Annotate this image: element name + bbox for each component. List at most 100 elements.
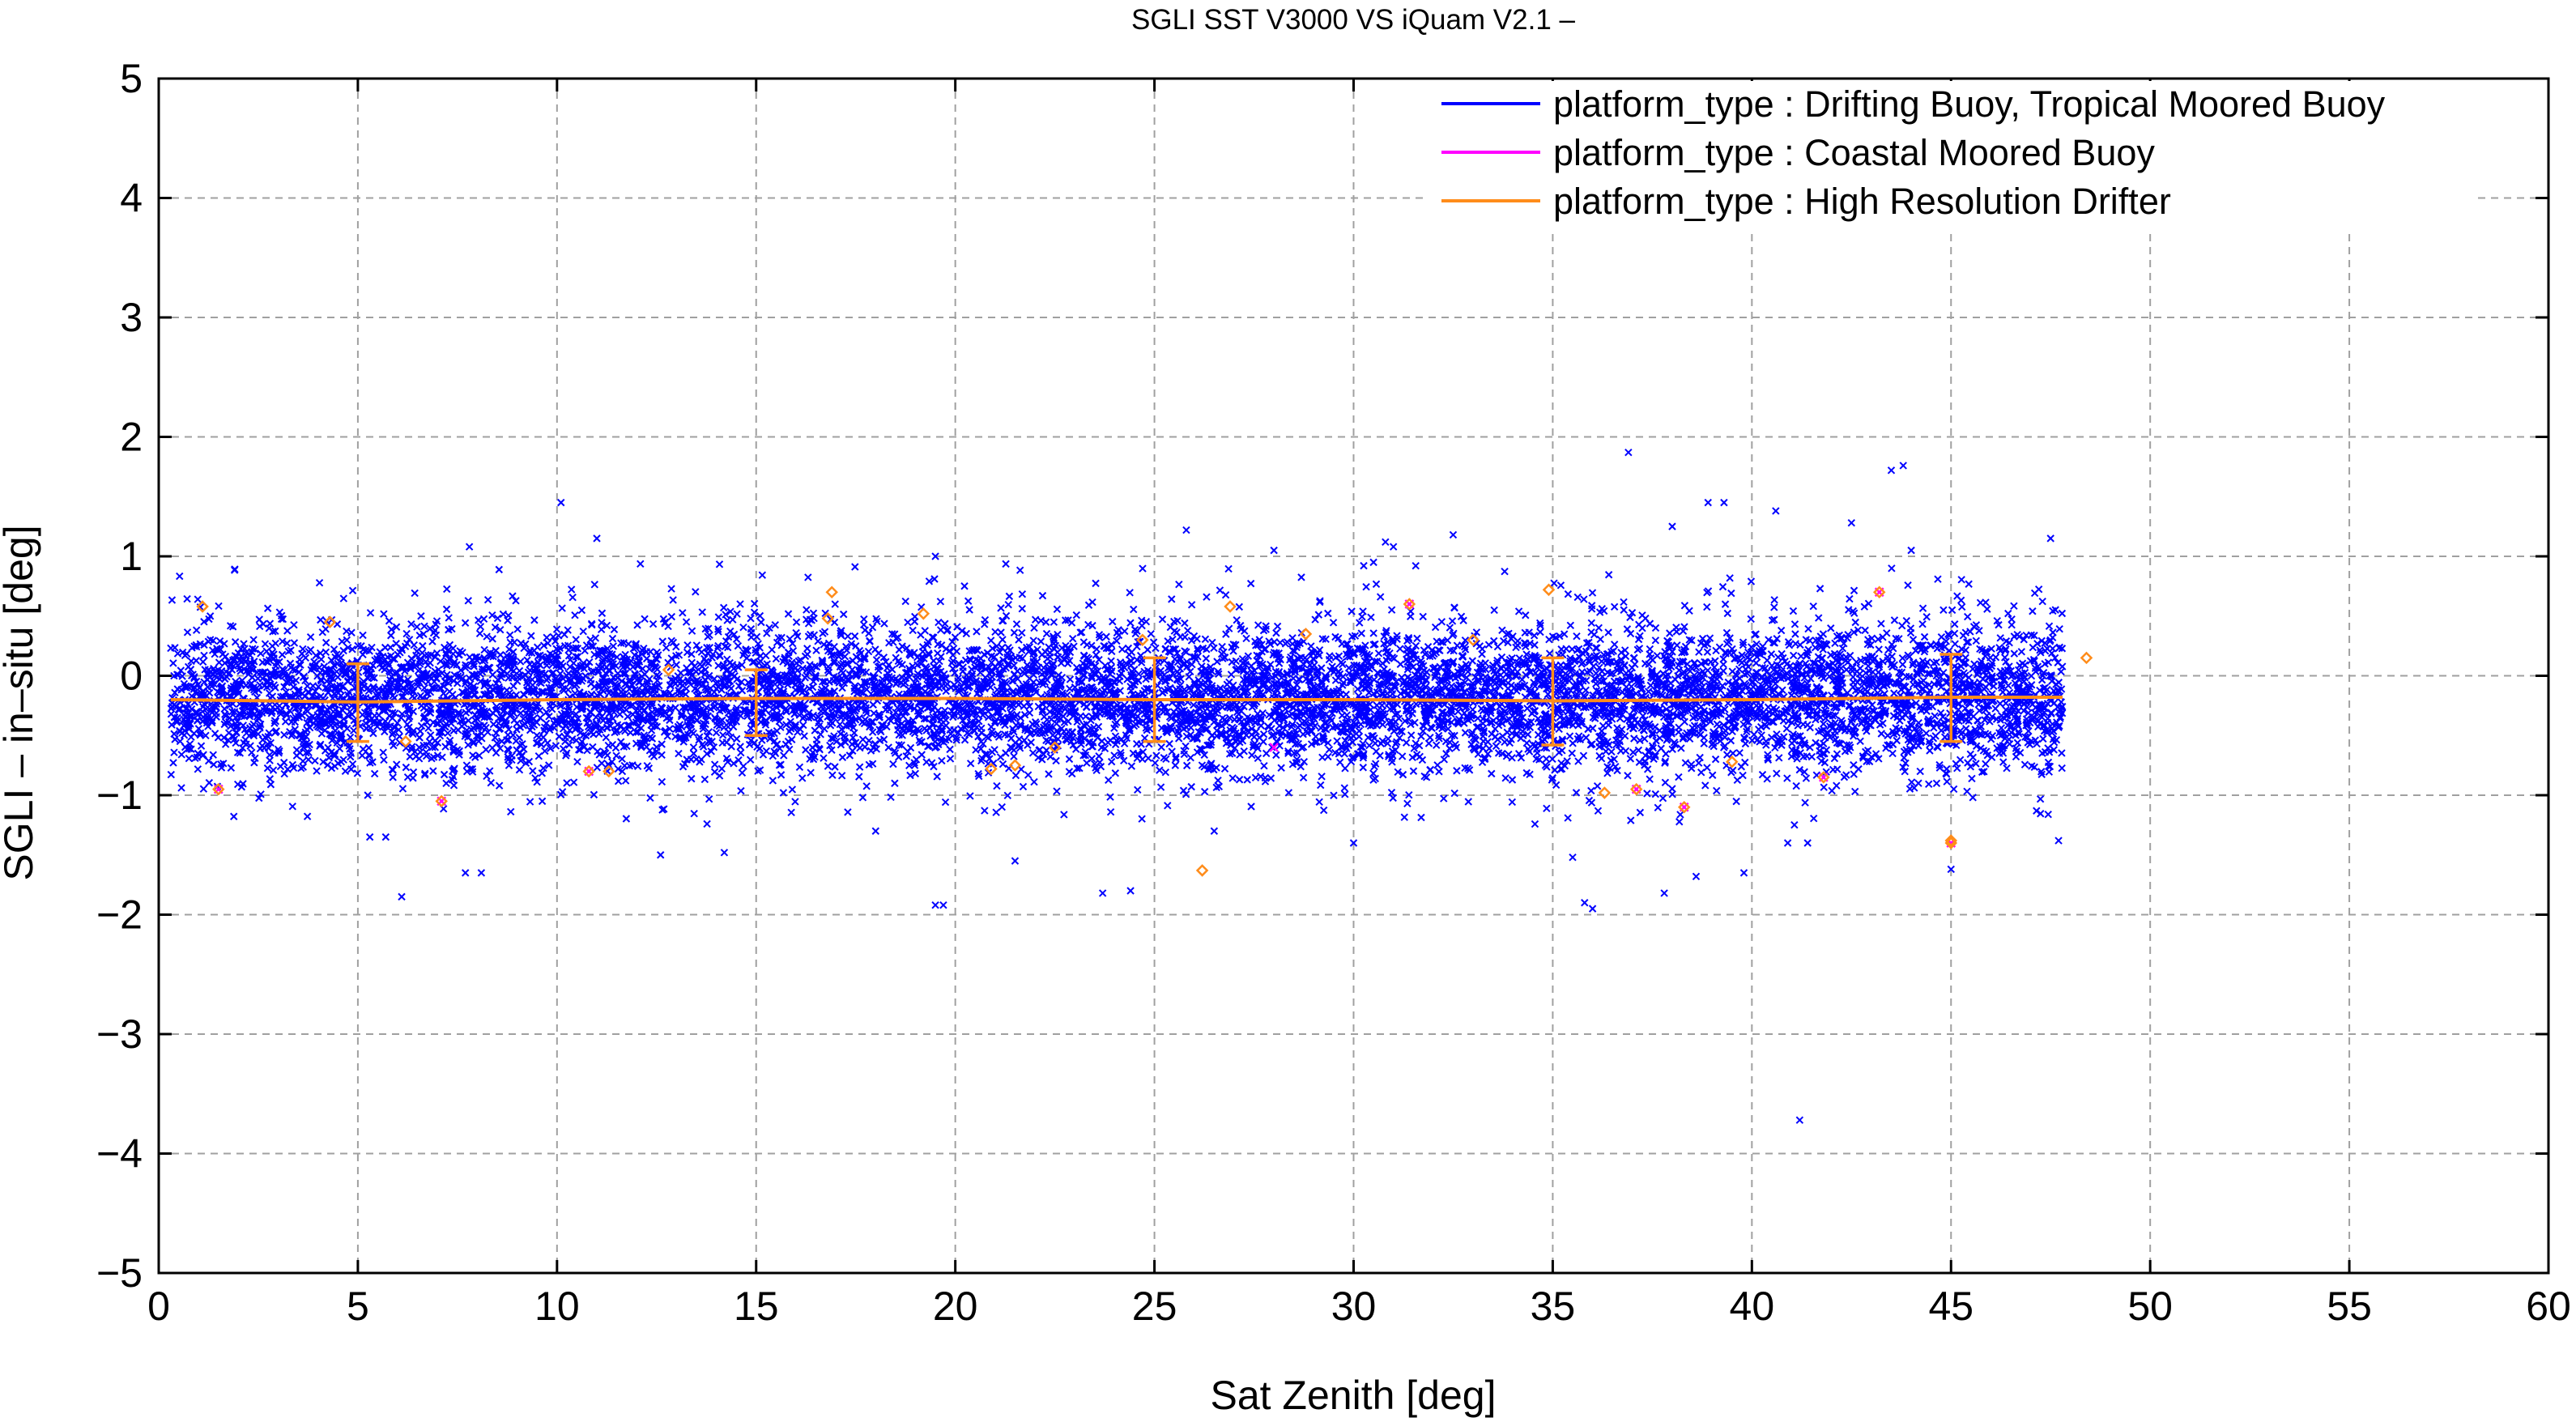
blue-data-point xyxy=(1066,756,1072,762)
blue-data-point xyxy=(1372,740,1378,747)
blue-data-point xyxy=(1187,755,1194,761)
blue-data-point xyxy=(1567,622,1573,628)
blue-data-point xyxy=(1486,745,1492,751)
blue-data-point xyxy=(1337,759,1343,765)
blue-data-point xyxy=(1446,624,1453,631)
blue-data-point xyxy=(1275,623,1281,629)
blue-data-point xyxy=(1389,607,1395,613)
blue-data-point xyxy=(832,601,838,607)
blue-data-point xyxy=(934,773,940,780)
blue-data-point xyxy=(185,629,191,636)
blue-data-point xyxy=(1211,645,1217,651)
blue-data-point xyxy=(568,586,575,593)
blue-data-point xyxy=(1043,619,1050,625)
blue-data-point xyxy=(1632,661,1638,667)
blue-data-point xyxy=(396,733,402,739)
blue-data-point xyxy=(1784,775,1790,781)
blue-data-point xyxy=(534,732,540,739)
blue-data-point xyxy=(1109,619,1116,625)
blue-data-point xyxy=(451,782,458,789)
blue-data-point xyxy=(1226,625,1233,632)
blue-data-point xyxy=(1931,713,1938,719)
blue-data-point xyxy=(194,627,200,633)
blue-data-point xyxy=(2018,649,2025,655)
blue-data-point xyxy=(938,627,944,633)
blue-data-point xyxy=(1408,732,1415,739)
blue-data-point xyxy=(1152,645,1159,651)
blue-data-point xyxy=(1509,777,1516,783)
blue-data-point xyxy=(1719,584,1726,590)
blue-data-point xyxy=(1006,593,1012,599)
blue-data-point xyxy=(1595,807,1601,814)
blue-data-point xyxy=(1414,635,1420,641)
blue-data-point xyxy=(1944,778,1950,785)
blue-data-point xyxy=(1169,748,1175,755)
blue-data-point xyxy=(1567,733,1573,739)
blue-data-point xyxy=(1331,619,1337,626)
blue-data-point xyxy=(763,653,769,659)
blue-data-point xyxy=(644,763,650,769)
blue-data-point xyxy=(1876,646,1882,653)
blue-data-point xyxy=(1597,636,1603,642)
blue-data-point xyxy=(1011,629,1017,636)
blue-data-point xyxy=(184,596,190,602)
blue-data-point xyxy=(1820,784,1827,790)
blue-data-point xyxy=(1588,619,1595,626)
blue-data-point xyxy=(1565,591,1571,598)
blue-data-point xyxy=(1450,618,1456,624)
blue-data-point xyxy=(1061,811,1067,818)
blue-data-point xyxy=(737,601,743,607)
blue-data-point xyxy=(1203,594,1210,600)
blue-data-point xyxy=(839,773,845,779)
blue-data-point xyxy=(1321,807,1327,814)
blue-data-point xyxy=(1595,624,1602,631)
blue-data-point xyxy=(1318,773,1325,780)
blue-data-point xyxy=(724,656,730,662)
blue-data-point xyxy=(1326,747,1332,753)
blue-data-point xyxy=(1454,768,1460,774)
blue-data-point xyxy=(1531,821,1538,828)
blue-data-point xyxy=(340,595,347,602)
blue-data-point xyxy=(1768,651,1774,658)
blue-data-point xyxy=(1701,740,1707,747)
blue-data-point xyxy=(1805,626,1812,632)
blue-data-point xyxy=(1982,599,1989,606)
blue-data-point xyxy=(807,769,814,776)
blue-data-point xyxy=(881,620,888,627)
blue-data-point xyxy=(1775,654,1782,661)
blue-data-point xyxy=(788,809,794,815)
chart-title: SGLI SST V3000 VS iQuam V2.1 – xyxy=(1131,4,1576,36)
blue-data-point xyxy=(1128,763,1135,769)
blue-data-point xyxy=(485,597,492,603)
blue-data-point xyxy=(1631,735,1637,742)
blue-data-point xyxy=(1420,613,1426,619)
blue-data-point xyxy=(269,693,275,700)
blue-data-point xyxy=(1696,649,1702,655)
blue-data-point xyxy=(1965,614,1971,620)
blue-data-point xyxy=(598,626,605,632)
blue-data-point xyxy=(1606,572,1612,578)
blue-data-point xyxy=(1573,633,1580,640)
blue-data-point xyxy=(2014,739,2020,746)
blue-data-point xyxy=(668,585,675,592)
blue-data-point xyxy=(1172,762,1178,768)
blue-data-point xyxy=(1537,629,1543,636)
blue-data-point xyxy=(1334,738,1340,744)
blue-data-point xyxy=(1053,757,1059,764)
blue-data-point xyxy=(168,772,174,778)
blue-data-point xyxy=(1889,750,1896,756)
blue-data-point xyxy=(177,573,183,580)
blue-data-point xyxy=(1997,635,2003,641)
blue-data-point xyxy=(300,758,306,764)
blue-data-point xyxy=(1278,764,1284,771)
blue-data-point xyxy=(1039,593,1045,599)
blue-data-point xyxy=(2059,611,2065,617)
blue-data-point xyxy=(323,640,330,646)
blue-data-point xyxy=(231,813,237,820)
blue-data-point xyxy=(2040,735,2046,742)
blue-data-point xyxy=(769,646,775,653)
blue-data-point xyxy=(1952,641,1958,647)
blue-data-point xyxy=(778,772,785,778)
blue-data-point xyxy=(1418,815,1424,821)
blue-data-point xyxy=(1773,770,1780,777)
